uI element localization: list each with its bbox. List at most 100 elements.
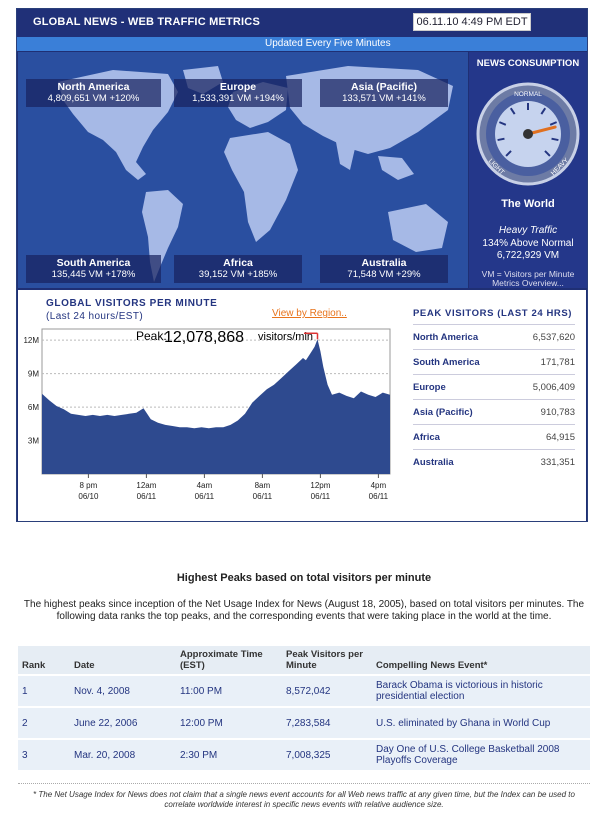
cell-date: Nov. 4, 2008 bbox=[70, 674, 176, 707]
cell-event: U.S. eliminated by Ghana in World Cup bbox=[372, 706, 590, 739]
gauge-tick bbox=[551, 137, 559, 142]
gauge-tick bbox=[549, 121, 558, 126]
continent-australia bbox=[388, 204, 448, 252]
region-australia[interactable]: Australia 71,548 VM +29% bbox=[320, 255, 448, 283]
world-map: North America 4,809,651 VM +120% Europe … bbox=[18, 52, 468, 288]
vm-definition: VM = Visitors per Minute Metrics Overvie… bbox=[469, 270, 587, 288]
region-north-america[interactable]: North America 4,809,651 VM +120% bbox=[26, 79, 161, 107]
visitors-chart-title: GLOBAL VISITORS PER MINUTE bbox=[46, 298, 218, 309]
x-tick-label: 12pm bbox=[310, 481, 330, 490]
continent-africa bbox=[224, 132, 298, 242]
col-date: Date bbox=[70, 646, 176, 675]
region-value: 4,809,651 VM +120% bbox=[47, 93, 140, 104]
x-tick-date: 06/11 bbox=[195, 492, 215, 501]
page-title: GLOBAL NEWS - WEB TRAFFIC METRICS bbox=[33, 16, 260, 28]
chart-y-ticks: 3M 6M 9M 12M bbox=[23, 336, 39, 445]
region-name: Africa bbox=[223, 257, 253, 269]
x-tick-date: 06/11 bbox=[253, 492, 273, 501]
peak-row: North America 6,537,620 bbox=[413, 324, 575, 350]
peak-label-value: 12,078,868 bbox=[164, 329, 244, 346]
region-value: 39,152 VM +185% bbox=[198, 269, 278, 280]
chart-x-ticks: 8 pm 06/10 12am 06/11 4am 06/11 8am 06/11 12pm 06… bbox=[78, 474, 389, 501]
table-row: 1 Nov. 4, 2008 11:00 PM 8,572,042 Barack Oba… bbox=[18, 674, 590, 707]
gauge-tick bbox=[498, 121, 507, 126]
x-tick-label: 4pm bbox=[371, 481, 387, 490]
peak-row: Asia (Pacific) 910,783 bbox=[413, 399, 575, 425]
cell-time: 2:30 PM bbox=[176, 738, 282, 770]
region-value: 1,533,391 VM +194% bbox=[192, 93, 284, 104]
table-row: 2 June 22, 2006 12:00 PM 7,283,584 U.S. elim… bbox=[18, 706, 590, 739]
update-frequency-bar: Updated Every Five Minutes bbox=[17, 37, 587, 51]
gauge-tick bbox=[497, 137, 505, 142]
peak-region: Europe bbox=[413, 374, 513, 400]
continent-se-asia bbox=[378, 156, 414, 180]
region-name: North America bbox=[57, 81, 130, 93]
region-name: South America bbox=[56, 257, 131, 269]
y-tick-label: 12M bbox=[23, 336, 39, 345]
gauge-ticks bbox=[497, 103, 559, 157]
datetime-box: 06.11.10 4:49 PM EDT bbox=[413, 13, 531, 31]
peak-visitors-table: North America 6,537,620 South America 171,7… bbox=[413, 324, 575, 474]
metrics-overview-link[interactable]: Metrics Overview... bbox=[492, 278, 564, 288]
continent-india bbox=[336, 142, 356, 170]
highest-peaks-title: Highest Peaks based on total visitors pe… bbox=[176, 572, 432, 584]
gauge-label-normal: NORMAL bbox=[514, 91, 542, 98]
title-bar: GLOBAL NEWS - WEB TRAFFIC METRICS 06.11.… bbox=[17, 9, 587, 37]
y-tick-label: 9M bbox=[28, 370, 39, 379]
peak-region: Australia bbox=[413, 449, 513, 474]
visitors-section: GLOBAL VISITORS PER MINUTE (Last 24 hour… bbox=[18, 290, 586, 521]
y-tick-label: 6M bbox=[28, 403, 39, 412]
cell-event: Barack Obama is victorious in historic p… bbox=[372, 674, 590, 707]
consumption-title: NEWS CONSUMPTION bbox=[476, 58, 580, 69]
vm-definition-text: VM = Visitors per Minute bbox=[481, 269, 575, 279]
cell-time: 11:00 PM bbox=[176, 674, 282, 707]
region-asia-pacific[interactable]: Asia (Pacific) 133,571 VM +141% bbox=[320, 79, 448, 107]
x-tick-date: 06/11 bbox=[311, 492, 331, 501]
peak-row: Africa 64,915 bbox=[413, 424, 575, 450]
x-tick-label: 8am bbox=[255, 481, 271, 490]
peak-row: South America 171,781 bbox=[413, 349, 575, 375]
region-value: 71,548 VM +29% bbox=[347, 269, 421, 280]
consumption-scope: The World bbox=[501, 198, 555, 210]
cell-rank: 2 bbox=[18, 706, 70, 739]
x-tick-label: 12am bbox=[136, 481, 156, 490]
peak-value: 64,915 bbox=[512, 424, 575, 450]
visitors-area-chart: 3M 6M 9M 12M 8 pm 06/10 12am 06/11 4am 06/11 8am 0… bbox=[23, 328, 391, 501]
peak-region: Asia (Pacific) bbox=[413, 399, 513, 425]
peak-value: 6,537,620 bbox=[512, 324, 575, 350]
cell-time: 12:00 PM bbox=[176, 706, 282, 739]
view-by-region-link[interactable]: View by Region.. bbox=[272, 308, 347, 319]
peak-value: 910,783 bbox=[512, 399, 575, 425]
region-europe[interactable]: Europe 1,533,391 VM +194% bbox=[174, 79, 302, 107]
news-consumption-panel: NEWS CONSUMPTION NORMAL LIGHT HEAVY The … bbox=[469, 52, 587, 288]
cell-date: June 22, 2006 bbox=[70, 706, 176, 739]
gauge-tick bbox=[544, 150, 551, 157]
x-tick-label: 4am bbox=[197, 481, 213, 490]
peak-row: Australia 331,351 bbox=[413, 449, 575, 474]
cell-rank: 3 bbox=[18, 738, 70, 770]
x-tick-date: 06/11 bbox=[137, 492, 157, 501]
peak-region: North America bbox=[413, 324, 513, 350]
peak-label-prefix: Peak: bbox=[136, 329, 167, 343]
consumption-above-normal: 134% Above Normal bbox=[482, 238, 574, 249]
region-africa[interactable]: Africa 39,152 VM +185% bbox=[174, 255, 302, 283]
region-name: Europe bbox=[219, 81, 257, 93]
peak-value: 331,351 bbox=[512, 449, 575, 474]
highest-peaks-intro: The highest peaks since inception of the… bbox=[23, 599, 585, 622]
region-south-america[interactable]: South America 135,445 VM +178% bbox=[26, 255, 161, 283]
gauge-tick bbox=[505, 150, 512, 157]
region-name: Asia (Pacific) bbox=[351, 81, 417, 93]
traffic-metrics-panel: GLOBAL NEWS - WEB TRAFFIC METRICS 06.11.… bbox=[16, 8, 588, 522]
footnote: * The Net Usage Index for News does not … bbox=[33, 790, 575, 809]
region-name: Australia bbox=[361, 257, 407, 269]
cell-rank: 1 bbox=[18, 674, 70, 707]
footnote-divider bbox=[18, 783, 590, 784]
cell-peak: 7,008,325 bbox=[282, 738, 372, 770]
gauge-tick bbox=[540, 107, 547, 115]
peak-row: Europe 5,006,409 bbox=[413, 374, 575, 400]
col-event: Compelling News Event* bbox=[372, 646, 590, 675]
col-time: Approximate Time (EST) bbox=[176, 646, 282, 675]
gauge-tick bbox=[509, 107, 516, 115]
col-rank: Rank bbox=[18, 646, 70, 675]
cell-peak: 7,283,584 bbox=[282, 706, 372, 739]
